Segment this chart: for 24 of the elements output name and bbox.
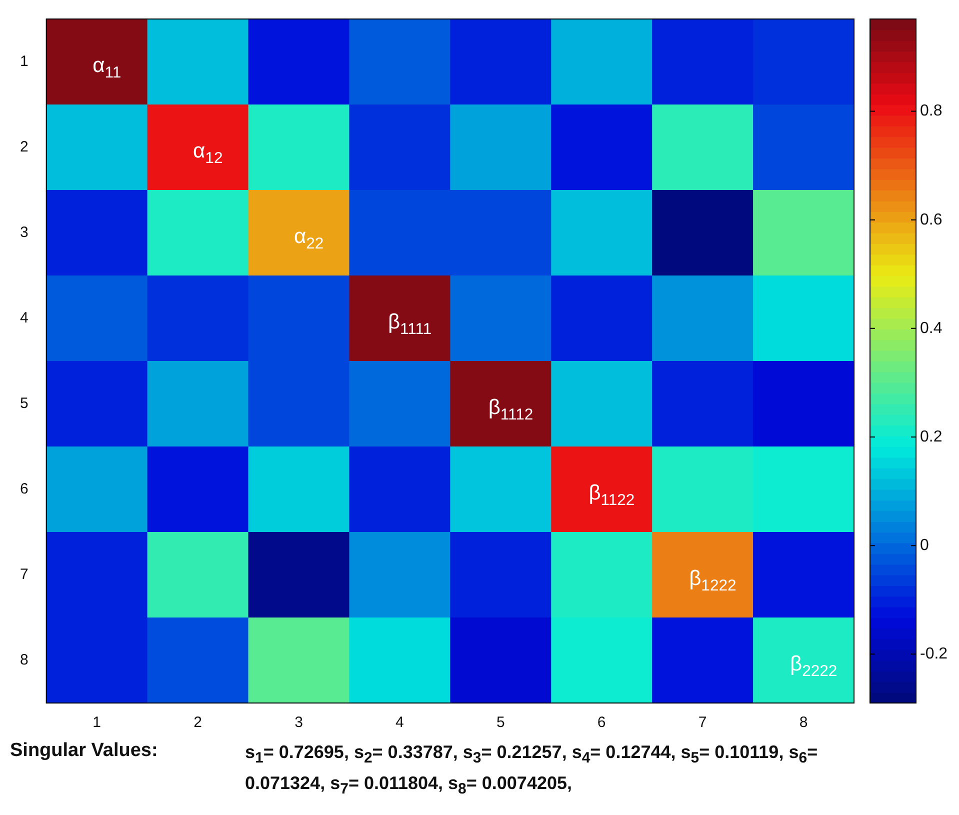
color-bar-label: 0.4 bbox=[920, 320, 942, 337]
color-bar-label: 0.6 bbox=[920, 211, 942, 228]
y-tick-label: 7 bbox=[20, 566, 28, 583]
color-bar-label: -0.2 bbox=[920, 646, 948, 663]
x-tick-label: 1 bbox=[92, 714, 101, 732]
x-tick-label: 7 bbox=[698, 714, 707, 732]
x-tick-label: 8 bbox=[799, 714, 808, 732]
y-tick-label: 6 bbox=[20, 480, 28, 498]
color-bar-label: 0.8 bbox=[920, 102, 942, 120]
y-tick-label: 4 bbox=[20, 309, 28, 326]
x-tick-label: 3 bbox=[294, 714, 303, 732]
y-tick-label: 3 bbox=[20, 224, 28, 241]
text: s$_{1}$= 0.72695, s$_{2}$= 0.33787, s$_{3}$= 0.21257, s$_{4}$= 0.12744, s$_{5}$= 0.10119, s$_{6}$= 0.071324, s$_{7}$= 0.011804, s$_{8}$= 0.0074205, bbox=[245, 742, 818, 798]
x-tick-label: 4 bbox=[396, 714, 404, 732]
x-tick-label: 2 bbox=[194, 714, 202, 732]
text: Singular Values: bbox=[10, 740, 159, 763]
color-bar-label: 0.2 bbox=[920, 428, 942, 446]
y-tick-label: 2 bbox=[20, 138, 28, 156]
color-bar-label: 0 bbox=[920, 536, 929, 554]
x-tick-label: 6 bbox=[597, 714, 606, 732]
y-tick-label: 1 bbox=[20, 52, 28, 70]
y-tick-label: 8 bbox=[20, 651, 28, 668]
x-tick-label: 5 bbox=[496, 714, 505, 732]
y-tick-label: 5 bbox=[20, 394, 28, 412]
